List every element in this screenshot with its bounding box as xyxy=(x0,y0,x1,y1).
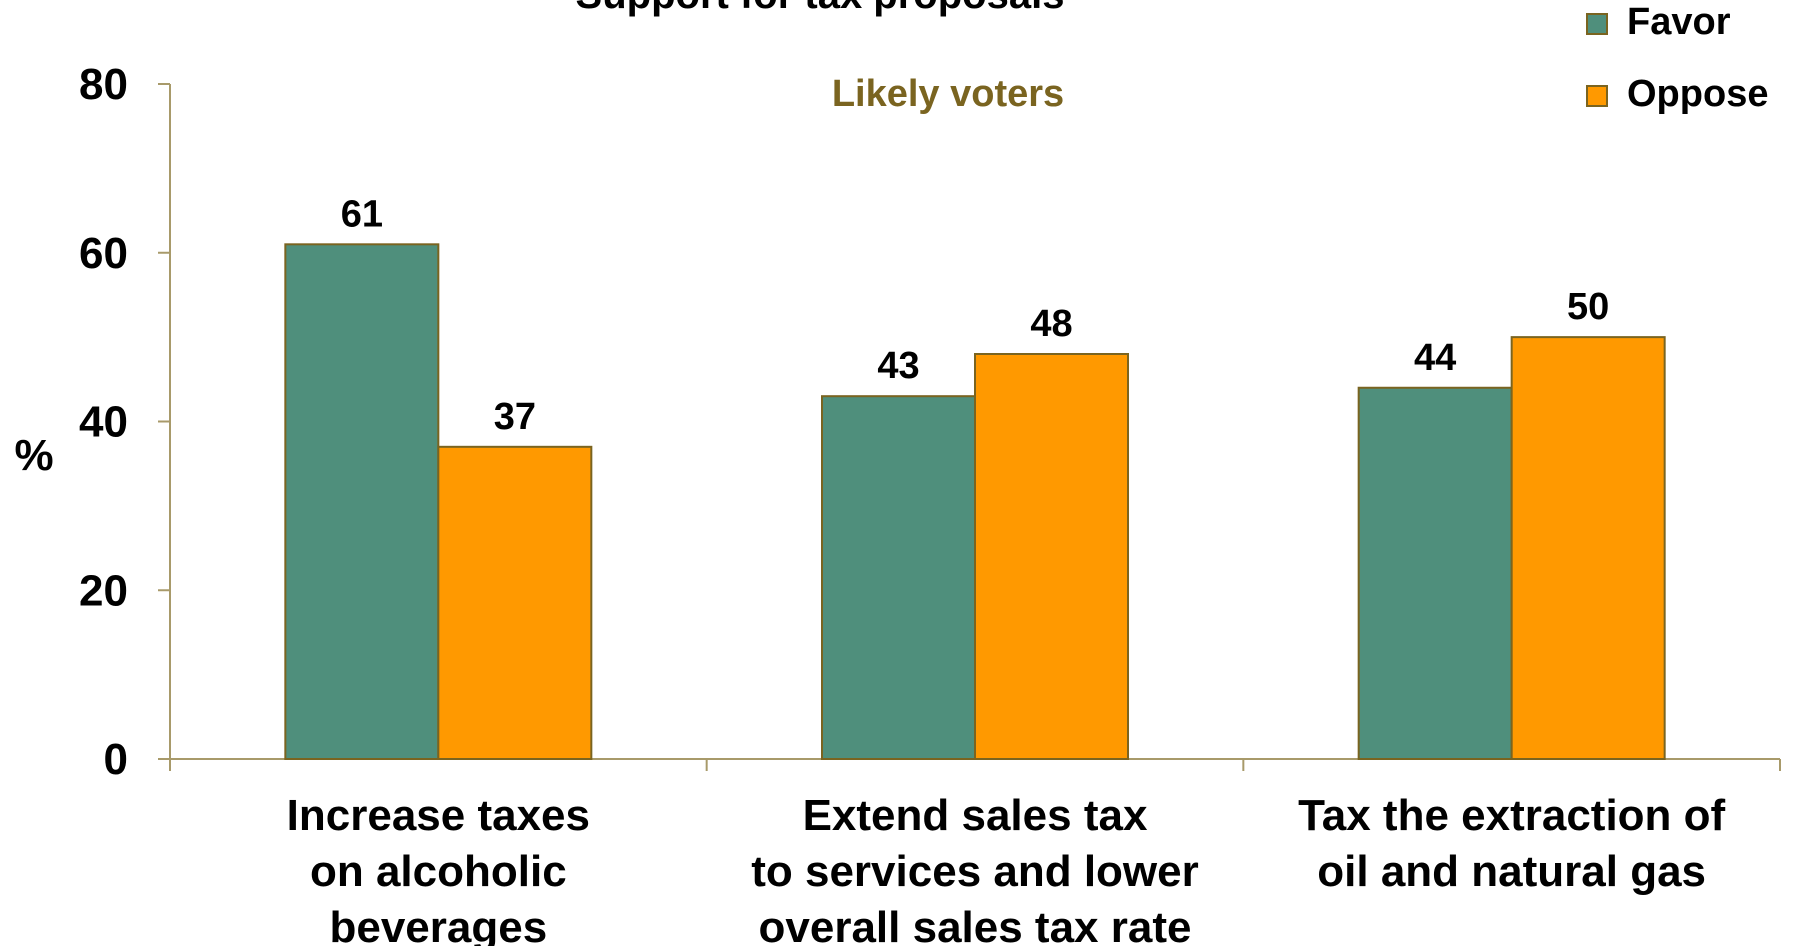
data-label: 48 xyxy=(1030,303,1072,345)
legend-swatch-favor xyxy=(1586,13,1608,35)
y-tick-label: 40 xyxy=(79,398,128,447)
chart-title: Support for tax proposals xyxy=(576,0,1065,17)
legend-label-favor: Favor xyxy=(1627,1,1731,43)
category-label-line: on alcoholic xyxy=(310,847,567,896)
category-label: Tax the extraction of oil and natural gas xyxy=(1298,791,1725,896)
category-label: Increase taxes on alcoholic beverages xyxy=(287,791,590,946)
data-label: 37 xyxy=(494,396,536,438)
y-tick-label: 60 xyxy=(79,229,128,278)
bar-favor xyxy=(284,243,440,760)
y-tick-label: 80 xyxy=(79,60,128,109)
category-label-line: overall sales tax rate xyxy=(759,903,1192,946)
category-label: Extend sales tax to services and lower ove… xyxy=(751,791,1199,946)
legend-label-oppose: Oppose xyxy=(1627,73,1768,115)
legend-swatch-oppose xyxy=(1586,85,1608,107)
category-label-line: to services and lower xyxy=(751,847,1199,896)
y-tick-label: 0 xyxy=(104,735,128,784)
category-label-line: Extend sales tax xyxy=(803,791,1148,840)
bar-favor xyxy=(821,395,976,760)
category-label-line: beverages xyxy=(329,903,547,946)
y-axis-label: % xyxy=(14,431,53,480)
category-label-line: Tax the extraction of xyxy=(1298,791,1725,840)
data-label: 61 xyxy=(341,193,383,235)
chart-subtitle: Likely voters xyxy=(832,73,1064,115)
data-label: 44 xyxy=(1414,337,1456,379)
category-labels: Increase taxes on alcoholic beverages Exten… xyxy=(287,791,1726,951)
data-label: 43 xyxy=(877,345,919,387)
bar-oppose xyxy=(437,445,593,760)
category-label-line: Increase taxes xyxy=(287,791,590,840)
bar-oppose xyxy=(974,353,1129,760)
data-label: 50 xyxy=(1567,286,1609,328)
bars xyxy=(284,243,1666,760)
legend: Favor Oppose xyxy=(1586,1,1768,115)
y-tick-label: 20 xyxy=(79,566,128,615)
data-labels: 61 37 43 48 44 50 xyxy=(341,193,1610,438)
bar-oppose xyxy=(1510,336,1666,760)
category-label-line: oil and natural gas xyxy=(1317,847,1706,896)
bar-favor xyxy=(1357,386,1513,760)
